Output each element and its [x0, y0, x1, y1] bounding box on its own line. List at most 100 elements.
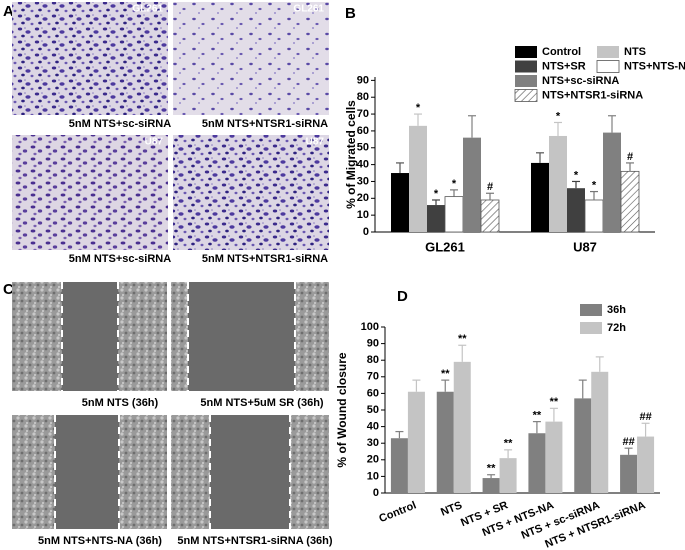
image-caption: 5nM NTS+NTSR1-siRNA — [202, 118, 328, 130]
bar — [499, 458, 517, 493]
image-caption: 5nM NTS+NTS-NA (36h) — [38, 535, 162, 547]
significance-mark: * — [452, 178, 457, 190]
bar — [390, 438, 408, 493]
image-tag: GL261 — [293, 4, 324, 15]
legend-swatch — [515, 75, 537, 87]
y-tick-label: 20 — [367, 454, 379, 466]
chart: B % of Migrated cells 0 10 20 30 40 50 60 70 80 90 G… — [344, 5, 685, 254]
panel-label: C — [3, 281, 14, 298]
legend-label: 36h — [607, 304, 626, 316]
bar — [531, 162, 549, 232]
y-tick-label: 90 — [367, 338, 379, 350]
legend-label: NTS+SR — [542, 60, 586, 72]
significance-mark: * — [416, 102, 421, 114]
y-axis-label: % of Migrated cells — [344, 100, 358, 209]
y-tick-label: 60 — [357, 125, 369, 137]
micrograph — [12, 135, 168, 250]
significance-mark: ** — [487, 463, 496, 475]
bar — [407, 391, 425, 493]
bar — [528, 433, 546, 493]
legend-swatch — [596, 60, 620, 73]
y-tick-label: 30 — [367, 437, 379, 449]
significance-mark: ** — [550, 396, 559, 408]
bar — [453, 361, 471, 493]
y-axis-label: % of Wound closure — [335, 352, 349, 467]
x-tick-label: GL261 — [425, 239, 465, 254]
legend-label: NTS — [624, 46, 646, 58]
y-tick-label: 80 — [357, 91, 369, 103]
bar — [567, 188, 585, 232]
wound-gap — [62, 282, 118, 391]
y-tick-label: 40 — [367, 421, 379, 433]
significance-mark: ** — [504, 438, 513, 450]
micrograph — [173, 2, 329, 115]
bar — [391, 173, 409, 232]
significance-mark: * — [592, 179, 597, 191]
panel-label: B — [345, 5, 356, 22]
y-tick-label: 50 — [367, 404, 379, 416]
legend-swatch — [580, 322, 602, 334]
image-tag: GL261 — [132, 4, 163, 15]
bar — [436, 391, 454, 493]
micrograph — [173, 135, 329, 250]
legend-label: NTS+NTSR1-siRNA — [542, 89, 643, 101]
y-tick-label: 80 — [367, 354, 379, 366]
bar — [637, 436, 655, 493]
significance-mark: ## — [622, 436, 634, 448]
legend-label: Control — [542, 46, 581, 58]
bar — [603, 132, 621, 232]
y-tick-label: 90 — [357, 74, 369, 86]
image-caption: 5nM NTS+sc-siRNA — [69, 118, 171, 130]
significance-mark: * — [556, 110, 561, 122]
bar — [427, 205, 445, 232]
significance-mark: ** — [533, 410, 542, 422]
x-tick-label: Control — [377, 499, 418, 525]
y-tick-label: 70 — [367, 371, 379, 383]
bar — [409, 125, 427, 232]
bar — [444, 196, 464, 233]
y-tick-label: 20 — [357, 192, 369, 204]
y-tick-label: 70 — [357, 108, 369, 120]
y-tick-label: 10 — [357, 209, 369, 221]
significance-mark: ** — [441, 368, 450, 380]
significance-mark: # — [487, 181, 493, 193]
bar — [574, 398, 592, 493]
y-tick-label: 30 — [357, 175, 369, 187]
y-tick-label: 50 — [357, 142, 369, 154]
y-tick-label: 10 — [367, 470, 379, 482]
panel-label: D — [397, 288, 408, 305]
wound-grid — [12, 282, 329, 529]
bar — [463, 137, 481, 232]
legend-label: NTS+sc-siRNA — [542, 75, 619, 87]
image-tag: U87 — [306, 137, 325, 148]
y-tick-label: 100 — [361, 321, 379, 333]
image-caption: 5nM NTS+5uM SR (36h) — [200, 397, 323, 409]
legend-swatch — [580, 304, 602, 316]
chart: D % of Wound closure 0 10 20 30 40 50 60 70 80 90 10… — [335, 288, 660, 550]
bar — [591, 371, 609, 493]
legend-swatch — [597, 46, 619, 58]
bar — [545, 421, 563, 493]
legend-swatch — [515, 60, 537, 73]
legend-swatch — [515, 46, 537, 58]
significance-mark: * — [574, 169, 579, 181]
image-caption: 5nM NTS+NTSR1-siRNA (36h) — [177, 535, 332, 547]
image-caption: 5nM NTS (36h) — [82, 397, 159, 409]
wound-gap — [188, 282, 295, 391]
micrograph-grid: GL261 GL261 U87 U87 5nM NTS+sc-siRNA 5nM… — [12, 2, 329, 265]
image-caption: 5nM NTS+sc-siRNA — [69, 253, 171, 265]
bar — [482, 478, 500, 493]
y-tick-label: 0 — [363, 226, 369, 238]
y-tick-label: 40 — [357, 159, 369, 171]
significance-mark: ## — [639, 411, 651, 423]
significance-mark: ** — [458, 333, 467, 345]
image-tag: U87 — [145, 137, 164, 148]
significance-mark: * — [434, 188, 439, 200]
bar — [549, 135, 567, 232]
x-tick-label: NTS — [439, 499, 464, 518]
legend-swatch — [514, 89, 538, 102]
y-tick-label: 60 — [367, 387, 379, 399]
bar — [620, 170, 640, 233]
bar — [480, 199, 500, 233]
